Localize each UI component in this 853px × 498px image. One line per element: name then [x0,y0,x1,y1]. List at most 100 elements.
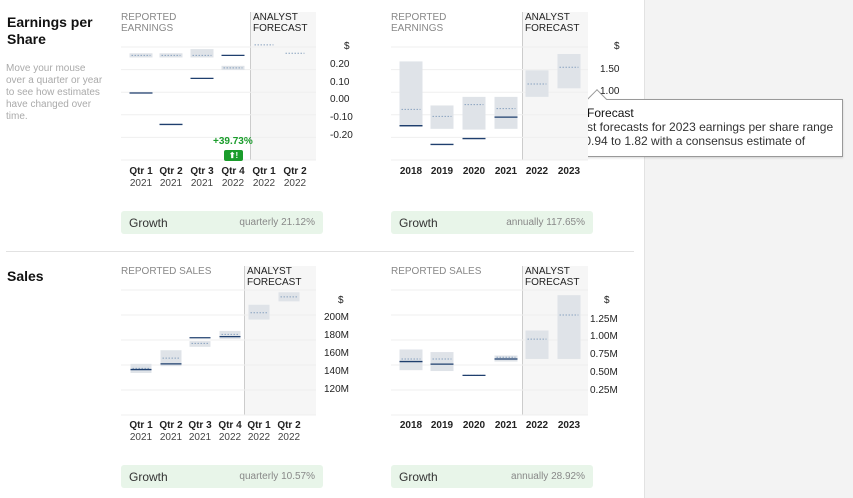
x-tick-label[interactable]: Qtr 1 2021 [126,420,156,444]
year-label: 2022 [221,178,245,189]
x-tick-label[interactable]: 2022 [525,166,549,177]
x-tick-label[interactable]: 2020 [462,166,486,177]
year-label: 2021 [159,178,183,189]
y-tick-label: 0.00 [330,94,350,105]
growth-label: Growth [399,470,438,484]
y-tick-label: 180M [324,330,350,341]
y-tick-label: 140M [324,366,350,377]
x-tick-label[interactable]: Qtr 2 2022 [280,166,310,190]
estimate-range-bar [160,350,182,367]
reported-header: REPORTED SALES [121,266,212,277]
year-label: 2021 [129,178,153,189]
forecast-band [250,12,316,160]
estimate-range-bar [557,295,581,359]
x-tick-label[interactable]: 2023 [557,166,581,177]
reported-header: REPORTED SALES [391,266,482,277]
quarter-label: Qtr 2 [159,420,183,431]
year-label: 2022 [218,432,242,443]
y-tick-label: 160M [324,348,350,359]
growth-pill: Growth annually 117.65% [391,211,593,234]
surprise-percent: +39.73% [213,136,253,147]
quarter-label: Qtr 2 [277,420,301,431]
growth-label: Growth [129,216,168,230]
forecast-divider [250,12,251,160]
year-label: 2021 [129,432,153,443]
estimate-range-bar [130,363,152,373]
y-tick-label: 1.50 [600,64,620,75]
forecast-header: ANALYST FORECAST [247,266,302,288]
estimate-range-bar [557,54,581,89]
y-axis-unit: $ [338,295,344,306]
x-tick-label[interactable]: Qtr 4 2022 [215,420,245,444]
y-tick-label: 1.25M [590,314,618,325]
forecast-header: ANALYST FORECAST [525,12,580,34]
forecast-divider [522,12,523,160]
up-arrow-icon: ⬆! [224,150,243,161]
x-tick-label[interactable]: 2019 [430,166,454,177]
quarter-label: Qtr 2 [283,166,307,177]
x-tick-label[interactable]: Qtr 3 2021 [185,420,215,444]
year-label: 2022 [247,432,271,443]
growth-value: annually 117.65% [506,217,585,228]
year-label: 2022 [283,178,307,189]
x-tick-label[interactable]: 2021 [494,166,518,177]
growth-value: quarterly 21.12% [239,217,315,228]
year-label: 2021 [159,432,183,443]
x-tick-label[interactable]: 2020 [462,420,486,431]
x-tick-label[interactable]: Qtr 3 2021 [187,166,217,190]
x-tick-label[interactable]: 2023 [557,420,581,431]
y-axis-unit: $ [344,41,350,52]
quarter-label: Qtr 1 [129,166,153,177]
x-tick-label[interactable]: Qtr 1 2022 [244,420,274,444]
estimate-range-bar [219,330,241,339]
estimate-range-bar [399,349,423,371]
estimate-range-bar [278,292,300,302]
quarter-label: Qtr 4 [221,166,245,177]
y-tick-label: 1.00M [590,331,618,342]
y-tick-label: 0.25M [590,385,618,396]
x-tick-label[interactable]: 2021 [494,420,518,431]
forecast-tooltip: 2023 Forecast Analyst forecasts for 2023… [549,89,843,162]
x-tick-label[interactable]: Qtr 2 2021 [156,420,186,444]
x-tick-label[interactable]: Qtr 2 2021 [156,166,186,190]
growth-pill: Growth quarterly 21.12% [121,211,323,234]
forecast-header: ANALYST FORECAST [253,12,308,34]
x-tick-label[interactable]: Qtr 1 2021 [126,166,156,190]
y-tick-label: 120M [324,384,350,395]
quarter-label: Qtr 1 [252,166,276,177]
hover-hint: Move your mouse over a quarter or year t… [6,63,103,122]
quarter-label: Qtr 2 [159,166,183,177]
growth-pill: Growth quarterly 10.57% [121,465,323,488]
estimate-range-bar [430,105,454,129]
growth-label: Growth [129,470,168,484]
reported-header: REPORTED EARNINGS [121,12,177,34]
x-tick-label[interactable]: 2022 [525,420,549,431]
growth-label: Growth [399,216,438,230]
x-tick-label[interactable]: 2018 [399,166,423,177]
y-tick-label: -0.10 [330,112,353,123]
year-label: 2022 [252,178,276,189]
x-tick-label[interactable]: Qtr 4 2022 [218,166,248,190]
y-axis-unit: $ [604,295,610,306]
y-axis-unit: $ [614,41,620,52]
estimate-range-bar [190,49,214,58]
y-tick-label: 0.10 [330,77,350,88]
x-tick-label[interactable]: Qtr 2 2022 [274,420,304,444]
y-tick-label: -0.20 [330,130,353,141]
estimate-range-bar [525,330,549,359]
estimate-range-bar [399,61,423,127]
reported-header: REPORTED EARNINGS [391,12,447,34]
x-tick-label[interactable]: 2019 [430,420,454,431]
y-tick-label: 0.75M [590,349,618,360]
growth-value: quarterly 10.57% [239,471,315,482]
eps-section-title: Earnings per Share [7,14,93,47]
x-tick-label[interactable]: Qtr 1 2022 [249,166,279,190]
year-label: 2021 [190,178,214,189]
x-tick-label[interactable]: 2018 [399,420,423,431]
forecast-header: ANALYST FORECAST [525,266,580,288]
y-tick-label: 200M [324,312,350,323]
sales-section-title: Sales [7,268,44,284]
